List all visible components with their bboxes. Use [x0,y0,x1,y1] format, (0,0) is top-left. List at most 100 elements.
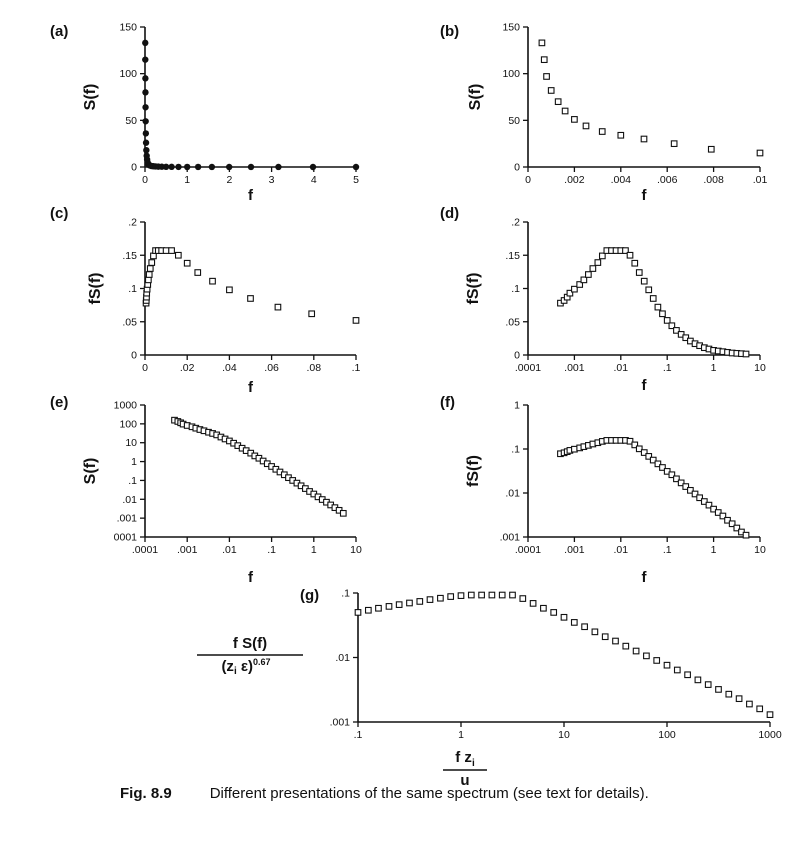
y-tick-label: 10 [125,437,137,449]
data-point [640,277,648,285]
data-point [447,593,455,600]
panel-c: 0 .02 .04 .06 .08 .1 0 .05 .1 .15 .2 (c) f fS(f) [50,205,361,396]
data-point [566,289,574,297]
y-tick-label: 100 [502,68,520,80]
data-point [498,591,506,599]
y-tick-label: .1 [128,283,137,295]
data-point [635,445,643,453]
data-point [570,619,578,626]
y-tick-label: 0 [514,162,520,174]
data-point [209,277,216,285]
y-axis-label: fS(f) [465,455,482,487]
x-tick-label: 2 [226,174,232,186]
data-point [142,118,149,125]
data-point [509,591,516,599]
data-point [162,163,170,171]
y-axis-label: S(f) [467,84,484,111]
data-point [632,647,640,655]
data-point [649,456,657,464]
x-tick-label: 1 [311,544,317,556]
panel-e: .0001 .001 .01 .1 1 10 0001 .001 .01 .1 1 10 100 1000… [50,394,362,586]
data-point [589,265,597,272]
y-tick-label: .1 [511,283,520,295]
data-point [142,56,149,63]
data-point [145,271,153,278]
data-point [640,449,648,456]
x-tick-label: 0 [525,174,531,186]
x-tick-label: .008 [703,174,724,186]
y-tick-label: .1 [511,444,520,456]
data-point [649,295,657,302]
data-point [719,512,727,520]
data-point [594,259,602,266]
data-point [183,259,191,267]
y-axis-label: fS(f) [87,273,104,305]
data-point [406,599,413,607]
data-point [150,252,157,260]
data-point [756,705,764,713]
data-point [309,163,317,171]
data-point [598,128,606,135]
x-tick-label: 100 [658,729,676,741]
data-point [146,265,154,272]
x-axis-label: f [642,187,648,204]
x-tick-label: 5 [353,174,359,186]
data-point [591,628,599,636]
data-point [538,39,546,47]
data-point [598,252,606,260]
y-tick-label: 100 [119,68,137,80]
data-point [663,468,671,475]
x-axis-label-denominator: u [460,772,469,789]
data-point [547,87,555,94]
data-point [673,327,680,334]
y-tick-label: 150 [502,22,520,34]
data-point [352,317,360,324]
x-tick-label: 4 [311,174,317,186]
x-tick-label: .0001 [132,544,158,556]
x-tick-label: 1 [184,174,190,186]
data-point [742,531,750,539]
data-point [626,251,634,259]
data-point [560,613,568,621]
data-point [478,591,485,599]
x-tick-label: .04 [222,362,237,374]
data-point [585,271,592,278]
x-tick-label: .0001 [515,362,541,374]
x-tick-label: 0 [142,174,148,186]
data-point [631,441,639,449]
data-point [746,700,753,708]
y-tick-label: 100 [119,418,137,430]
x-tick-label: 10 [754,362,766,374]
panel-label: (a) [50,23,68,40]
data-point [174,251,182,259]
data-point [705,501,713,509]
data-point [725,690,733,698]
y-tick-label: .001 [330,717,351,729]
data-point [668,322,676,330]
x-axis-label: f [642,377,648,394]
data-point [175,163,182,171]
x-tick-label: .001 [564,362,585,374]
data-point [554,98,562,106]
data-point [426,596,434,603]
y-tick-label: 0 [131,350,137,362]
y-tick-label: 50 [508,115,520,127]
panel-label: (e) [50,394,68,411]
x-tick-label: 10 [558,729,570,741]
data-point [673,666,681,674]
data-point [142,39,149,47]
panel-label: (d) [440,205,459,222]
x-tick-label: .02 [180,362,195,374]
panel-label: (b) [440,23,459,40]
data-point [308,310,316,318]
data-point [645,453,653,460]
data-point [735,695,743,703]
data-point [561,107,569,115]
x-tick-label: .06 [264,362,279,374]
data-point [687,486,694,494]
y-tick-label: 150 [119,22,137,34]
data-point [707,145,715,153]
x-axis-label: f [642,569,648,586]
data-point [640,135,648,143]
x-tick-label: 1 [458,729,464,741]
